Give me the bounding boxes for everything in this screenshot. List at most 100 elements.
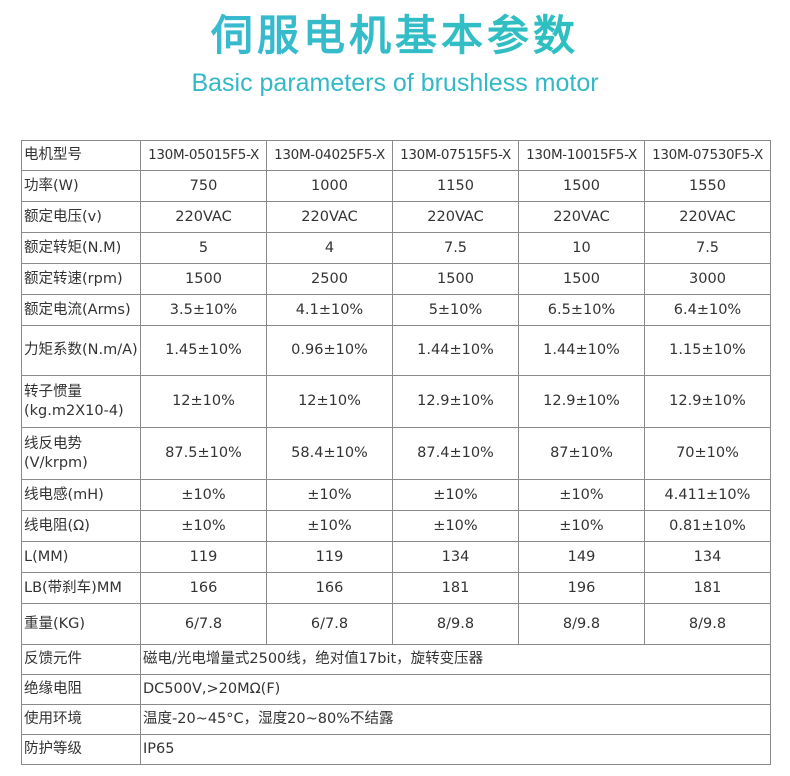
table-row: 额定电流(Arms) 3.5±10% 4.1±10% 5±10% 6.5±10%… xyxy=(21,294,771,326)
value-cell: 6.4±10% xyxy=(644,294,771,326)
table-row: 力矩系数(N.m/A) 1.45±10% 0.96±10% 1.44±10% 1… xyxy=(21,325,771,376)
row-label-cell: 防护等级 xyxy=(21,734,141,765)
row-label-cell: 额定转速(rpm) xyxy=(21,263,141,295)
value-cell: ±10% xyxy=(392,479,519,511)
value-cell: 166 xyxy=(140,572,267,604)
value-cell: 7.5 xyxy=(644,232,771,264)
value-cell: 8/9.8 xyxy=(644,603,771,645)
row-label-cell: 线反电势(V/krpm) xyxy=(21,427,141,480)
spec-table: 电机型号 130M-05015F5-X 130M-04025F5-X 130M-… xyxy=(21,140,771,765)
row-label-cell: 重量(KG) xyxy=(21,603,141,645)
table-span-row: 防护等级 IP65 xyxy=(21,734,771,765)
value-cell: 1.44±10% xyxy=(518,325,645,376)
row-label-cell: 使用环境 xyxy=(21,704,141,735)
row-label-cell: 线电感(mH) xyxy=(21,479,141,511)
value-cell: 0.96±10% xyxy=(266,325,393,376)
table-span-row: 使用环境 温度-20~45°C，湿度20~80%不结露 xyxy=(21,704,771,735)
value-cell: 8/9.8 xyxy=(392,603,519,645)
row-label-cell: 额定电压(v) xyxy=(21,201,141,233)
value-cell: 1.45±10% xyxy=(140,325,267,376)
value-cell: 4 xyxy=(266,232,393,264)
page-title: 伺服电机基本参数 xyxy=(0,6,790,66)
value-cell: 6.5±10% xyxy=(518,294,645,326)
table-row: 额定电压(v) 220VAC 220VAC 220VAC 220VAC 220V… xyxy=(21,201,771,233)
value-cell: 149 xyxy=(518,541,645,573)
value-cell: 1500 xyxy=(392,263,519,295)
value-cell: 181 xyxy=(392,572,519,604)
value-cell: 220VAC xyxy=(266,201,393,233)
value-cell: 1.15±10% xyxy=(644,325,771,376)
value-cell: 119 xyxy=(140,541,267,573)
table-row: 线电阻(Ω) ±10% ±10% ±10% ±10% 0.81±10% xyxy=(21,510,771,542)
value-cell: ±10% xyxy=(266,479,393,511)
value-cell: 87±10% xyxy=(518,427,645,480)
value-cell: 4.411±10% xyxy=(644,479,771,511)
value-cell: 220VAC xyxy=(518,201,645,233)
value-cell: 6/7.8 xyxy=(266,603,393,645)
value-cell: 70±10% xyxy=(644,427,771,480)
model-cell: 130M-07530F5-X xyxy=(644,140,771,171)
value-cell: 5 xyxy=(140,232,267,264)
header-label-cell: 电机型号 xyxy=(21,140,141,171)
table-row: 重量(KG) 6/7.8 6/7.8 8/9.8 8/9.8 8/9.8 xyxy=(21,603,771,645)
value-cell: 166 xyxy=(266,572,393,604)
row-label-cell: 额定转矩(N.M) xyxy=(21,232,141,264)
value-cell: 7.5 xyxy=(392,232,519,264)
value-cell: 3000 xyxy=(644,263,771,295)
value-cell: 134 xyxy=(644,541,771,573)
value-cell: 12.9±10% xyxy=(392,375,519,428)
value-cell: 1500 xyxy=(140,263,267,295)
value-cell: 119 xyxy=(266,541,393,573)
span-value-cell: IP65 xyxy=(140,734,771,765)
table-row: 转子惯量(kg.m2X10-4) 12±10% 12±10% 12.9±10% … xyxy=(21,375,771,428)
value-cell: 134 xyxy=(392,541,519,573)
value-cell: 87.4±10% xyxy=(392,427,519,480)
table-row: 额定转速(rpm) 1500 2500 1500 1500 3000 xyxy=(21,263,771,295)
page-subtitle: Basic parameters of brushless motor xyxy=(191,69,599,97)
value-cell: 10 xyxy=(518,232,645,264)
value-cell: 5±10% xyxy=(392,294,519,326)
value-cell: 1500 xyxy=(518,263,645,295)
row-label-cell: 绝缘电阻 xyxy=(21,674,141,705)
value-cell: ±10% xyxy=(266,510,393,542)
table-row: 线反电势(V/krpm) 87.5±10% 58.4±10% 87.4±10% … xyxy=(21,427,771,480)
value-cell: ±10% xyxy=(140,479,267,511)
value-cell: 1000 xyxy=(266,170,393,202)
value-cell: ±10% xyxy=(518,479,645,511)
table-span-row: 绝缘电阻 DC500V,>20MΩ(F) xyxy=(21,674,771,705)
value-cell: 12.9±10% xyxy=(518,375,645,428)
table-span-row: 反馈元件 磁电/光电增量式2500线，绝对值17bit，旋转变压器 xyxy=(21,644,771,675)
value-cell: 196 xyxy=(518,572,645,604)
value-cell: 8/9.8 xyxy=(518,603,645,645)
value-cell: 1550 xyxy=(644,170,771,202)
table-row: 线电感(mH) ±10% ±10% ±10% ±10% 4.411±10% xyxy=(21,479,771,511)
value-cell: 1.44±10% xyxy=(392,325,519,376)
row-label-cell: 转子惯量(kg.m2X10-4) xyxy=(21,375,141,428)
value-cell: 220VAC xyxy=(140,201,267,233)
span-value-cell: 磁电/光电增量式2500线，绝对值17bit，旋转变压器 xyxy=(140,644,771,675)
value-cell: ±10% xyxy=(392,510,519,542)
value-cell: 2500 xyxy=(266,263,393,295)
value-cell: 6/7.8 xyxy=(140,603,267,645)
table-row: 额定转矩(N.M) 5 4 7.5 10 7.5 xyxy=(21,232,771,264)
value-cell: 1150 xyxy=(392,170,519,202)
value-cell: 0.81±10% xyxy=(644,510,771,542)
value-cell: 4.1±10% xyxy=(266,294,393,326)
row-label-cell: L(MM) xyxy=(21,541,141,573)
value-cell: 3.5±10% xyxy=(140,294,267,326)
value-cell: 12.9±10% xyxy=(644,375,771,428)
value-cell: 181 xyxy=(644,572,771,604)
model-cell: 130M-04025F5-X xyxy=(266,140,393,171)
value-cell: 12±10% xyxy=(266,375,393,428)
table-row: L(MM) 119 119 134 149 134 xyxy=(21,541,771,573)
value-cell: 750 xyxy=(140,170,267,202)
value-cell: 58.4±10% xyxy=(266,427,393,480)
model-cell: 130M-07515F5-X xyxy=(392,140,519,171)
row-label-cell: LB(带刹车)MM xyxy=(21,572,141,604)
table-row: 功率(W) 750 1000 1150 1500 1550 xyxy=(21,170,771,202)
value-cell: ±10% xyxy=(140,510,267,542)
value-cell: 220VAC xyxy=(644,201,771,233)
table-header-row: 电机型号 130M-05015F5-X 130M-04025F5-X 130M-… xyxy=(21,140,771,171)
row-label-cell: 线电阻(Ω) xyxy=(21,510,141,542)
model-cell: 130M-05015F5-X xyxy=(140,140,267,171)
